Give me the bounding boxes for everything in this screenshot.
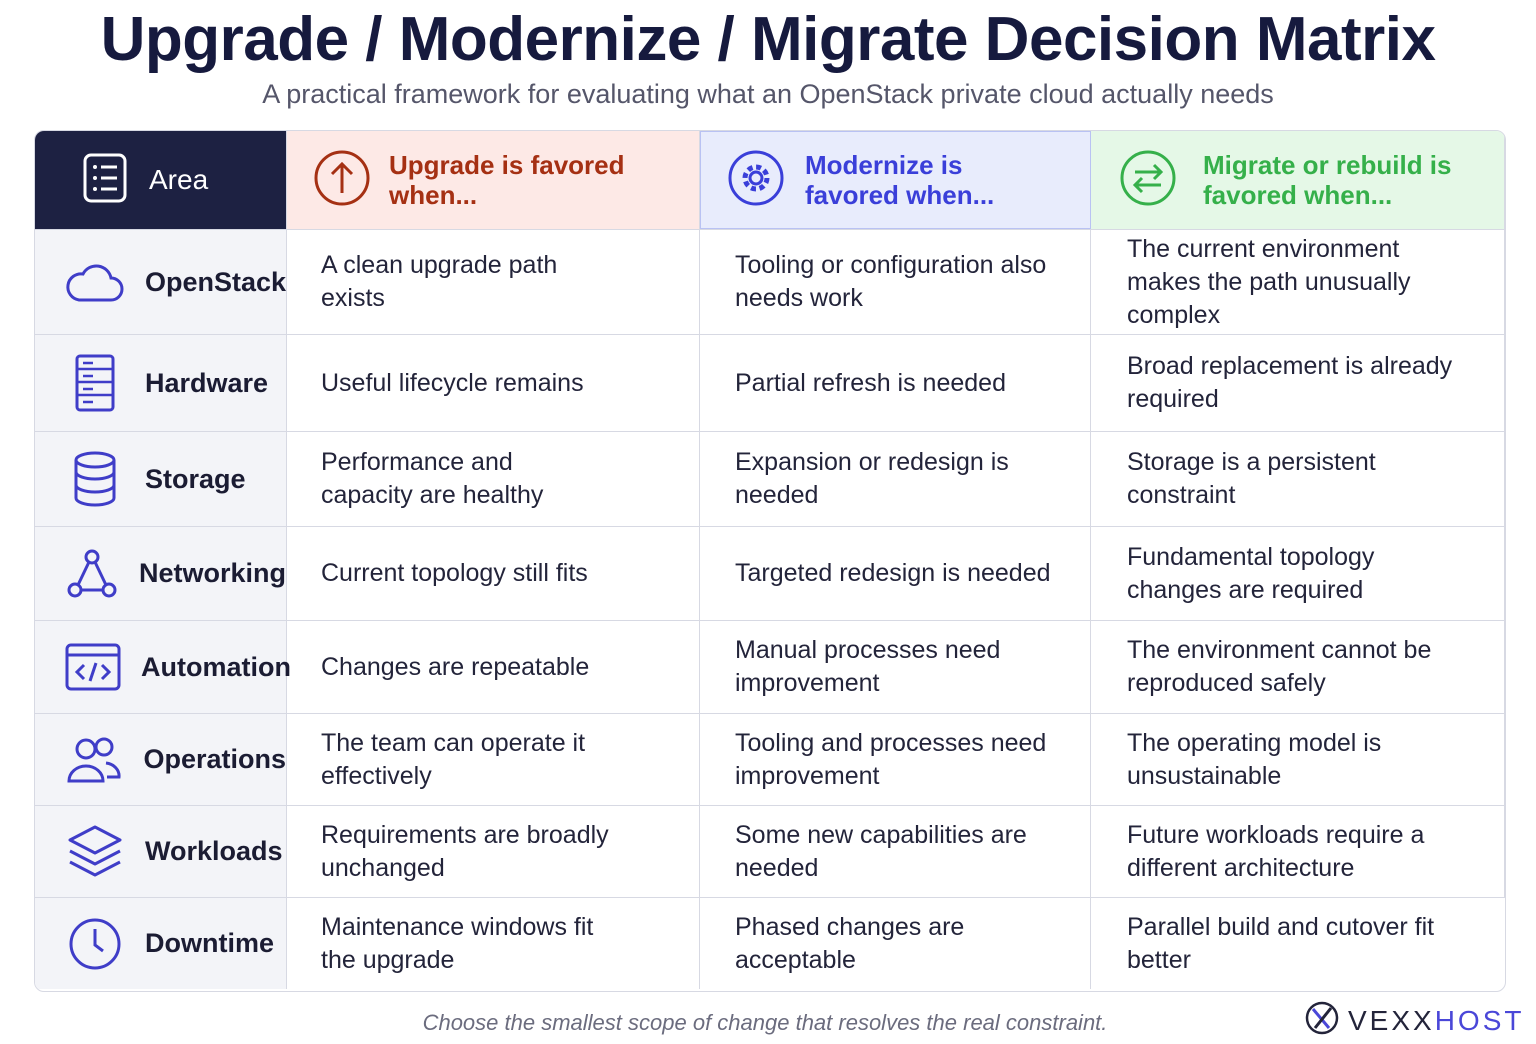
gear-circle-icon — [727, 149, 785, 212]
users-icon — [65, 736, 123, 784]
decision-matrix: Area Upgrade is favored when... Moderniz… — [34, 130, 1506, 992]
clock-icon — [65, 917, 125, 971]
upgrade-cell: Current topology still fits — [287, 526, 700, 620]
header-modernize: Modernize is favored when... — [700, 131, 1091, 229]
modernize-cell: Manual processes need improvement — [700, 620, 1091, 713]
list-icon — [83, 153, 127, 208]
area-name: Hardware — [145, 367, 269, 398]
modernize-cell: Tooling or configuration also needs work — [700, 229, 1091, 334]
migrate-cell: Future workloads require a different arc… — [1091, 805, 1505, 897]
server-icon — [65, 354, 125, 412]
modernize-cell: Some new capabilities are needed — [700, 805, 1091, 897]
brand-name: VEXXHOST — [1348, 1005, 1524, 1037]
page-subtitle: A practical framework for evaluating wha… — [262, 79, 1274, 109]
header-modernize-label: Modernize is favored when... — [805, 150, 994, 210]
upgrade-cell: The team can operate it effectively — [287, 713, 700, 805]
arrow-up-circle-icon — [313, 149, 371, 212]
area-cell-automation: Automation — [35, 620, 291, 713]
modernize-cell: Targeted redesign is needed — [700, 526, 1091, 620]
modernize-cell: Tooling and processes need improvement — [700, 713, 1091, 805]
header-migrate: Migrate or rebuild is favored when... — [1091, 131, 1505, 229]
cloud-icon — [65, 260, 125, 304]
header-migrate-line1: Migrate or rebuild is — [1203, 150, 1452, 180]
area-name: Downtime — [145, 928, 275, 958]
migrate-cell: The environment cannot be reproduced saf… — [1091, 620, 1505, 713]
upgrade-cell: Changes are repeatable — [287, 620, 700, 713]
migrate-cell: The current environment makes the path u… — [1091, 229, 1505, 334]
area-cell-hardware: Hardware — [35, 334, 287, 431]
upgrade-cell: A clean upgrade path exists — [287, 229, 700, 334]
migrate-cell: Fundamental topology changes are require… — [1091, 526, 1505, 620]
migrate-cell: Storage is a persistent constraint — [1091, 431, 1505, 526]
migrate-cell: Broad replacement is already required — [1091, 334, 1505, 431]
area-cell-downtime: Downtime — [35, 897, 287, 989]
area-cell-workloads: Workloads — [35, 805, 287, 897]
database-icon — [65, 451, 125, 507]
upgrade-cell: Useful lifecycle remains — [287, 334, 700, 431]
header-area-label: Area — [149, 164, 209, 195]
header-upgrade-label: Upgrade is favored when... — [389, 150, 625, 210]
area-name: Automation — [141, 651, 291, 682]
brand-logo: VEXXHOST — [1304, 1000, 1524, 1041]
footer-note: Choose the smallest scope of change that… — [422, 1010, 1108, 1035]
code-window-icon — [65, 642, 121, 692]
header-area: Area — [35, 131, 287, 229]
header-upgrade: Upgrade is favored when... — [287, 131, 700, 229]
header-modernize-line2: favored when... — [805, 180, 995, 210]
brand-name-part1: VEXX — [1348, 1004, 1435, 1036]
modernize-cell: Partial refresh is needed — [700, 334, 1091, 431]
header-migrate-label: Migrate or rebuild is favored when... — [1203, 150, 1452, 210]
swap-arrows-circle-icon — [1119, 149, 1177, 212]
area-name: Workloads — [145, 836, 283, 866]
area-name: OpenStack — [145, 266, 287, 297]
network-icon — [65, 548, 119, 600]
migrate-cell: The operating model is unsustainable — [1091, 713, 1505, 805]
modernize-cell: Phased changes are acceptable — [700, 897, 1091, 989]
upgrade-cell: Requirements are broadly unchanged — [287, 805, 700, 897]
header-modernize-line1: Modernize is — [805, 150, 963, 180]
header-migrate-line2: favored when... — [1203, 180, 1393, 210]
area-name: Operations — [143, 744, 286, 774]
modernize-cell: Expansion or redesign is needed — [700, 431, 1091, 526]
migrate-cell: Parallel build and cutover fit better — [1091, 897, 1505, 989]
area-cell-storage: Storage — [35, 431, 287, 526]
upgrade-cell: Maintenance windows fit the upgrade — [287, 897, 700, 989]
upgrade-cell: Performance and capacity are healthy — [287, 431, 700, 526]
area-name: Networking — [138, 558, 286, 588]
brand-name-part2: HOST — [1434, 1004, 1525, 1036]
area-cell-openstack: OpenStack — [35, 229, 287, 334]
layers-icon — [65, 824, 125, 880]
area-cell-operations: Operations — [35, 713, 287, 805]
vexxhost-logo-icon — [1304, 1000, 1340, 1041]
page-title: Upgrade / Modernize / Migrate Decision M… — [100, 5, 1436, 74]
area-cell-networking: Networking — [35, 526, 287, 620]
area-name: Storage — [145, 463, 246, 494]
